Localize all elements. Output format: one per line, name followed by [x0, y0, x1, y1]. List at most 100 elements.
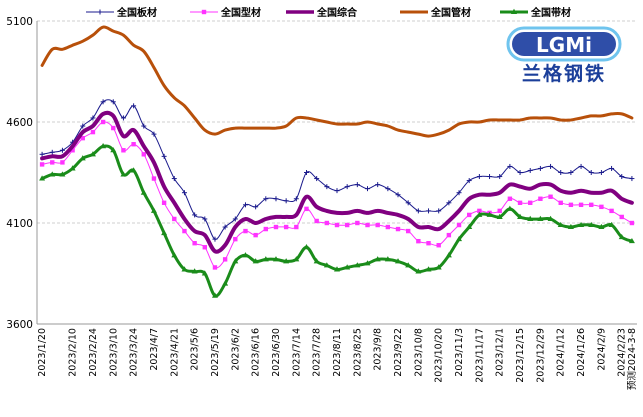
x-tick-label: 2023/6/2 [230, 328, 241, 371]
data-point [415, 208, 421, 214]
data-point [548, 163, 554, 169]
data-point [374, 256, 381, 262]
data-point [59, 171, 66, 177]
data-point [141, 152, 146, 157]
data-point [456, 222, 462, 228]
data-point [323, 262, 330, 268]
data-point [344, 222, 350, 228]
legend-marker [97, 9, 103, 15]
data-point [487, 174, 493, 180]
data-point [375, 182, 381, 188]
data-point [608, 221, 615, 228]
data-point [456, 235, 463, 242]
data-point [477, 208, 482, 214]
legend-item: 全国综合 [286, 6, 358, 19]
x-tick-label: 2023/7/28 [312, 328, 323, 377]
data-point [324, 220, 330, 226]
data-point [192, 241, 197, 246]
data-point [405, 262, 412, 268]
data-point [354, 182, 360, 188]
x-tick-label: 2023/3/10 [108, 328, 119, 377]
x-tick-label: 2023/9/22 [393, 328, 404, 377]
data-point [151, 176, 157, 181]
x-tick-label: 2023/1/20 [37, 328, 48, 377]
series-line [40, 110, 634, 254]
data-point [395, 226, 401, 232]
data-point [528, 200, 533, 205]
data-point [324, 184, 330, 190]
data-point [395, 192, 401, 198]
data-point [222, 280, 229, 286]
data-point [446, 232, 452, 238]
data-point [578, 163, 584, 169]
data-point [405, 228, 411, 234]
data-point [507, 196, 513, 201]
x-tick-label: 2023/4/21 [169, 328, 180, 377]
data-point [202, 216, 208, 222]
data-point [466, 178, 472, 184]
data-point [141, 123, 147, 129]
data-point [212, 236, 218, 242]
data-point [334, 266, 340, 272]
x-axis-ticks: 2023/1/20 2023/2/10 2023/2/24 2023/3/10 2023… [37, 328, 638, 390]
data-point [263, 226, 269, 232]
data-point [111, 125, 116, 131]
data-point [110, 99, 116, 105]
data-point [171, 176, 177, 182]
data-point [80, 135, 85, 141]
data-point [69, 165, 76, 171]
data-point [365, 222, 370, 228]
data-point [365, 186, 371, 192]
data-point [70, 148, 75, 153]
data-point [628, 237, 635, 244]
data-point [629, 220, 635, 226]
data-point [243, 228, 248, 234]
data-point [435, 264, 442, 270]
x-tick-label: 预测2024-3-8 [627, 328, 638, 390]
data-point [618, 233, 625, 240]
data-point [568, 202, 574, 208]
legend-label: 全国管材 [430, 6, 471, 19]
data-point [588, 170, 594, 175]
data-point [619, 214, 624, 220]
data-point [191, 268, 198, 274]
data-point [416, 238, 421, 244]
data-point [467, 212, 472, 218]
data-point [263, 196, 269, 202]
data-point [609, 208, 614, 214]
data-point [395, 258, 402, 264]
data-point [313, 258, 320, 264]
data-point [211, 292, 218, 298]
data-point [334, 222, 340, 228]
data-point [202, 245, 207, 250]
x-tick-label: 2024/2/9 [596, 328, 607, 371]
data-point [334, 188, 340, 194]
data-point [171, 252, 178, 258]
data-point [405, 200, 411, 206]
data-point [253, 204, 259, 210]
data-point [79, 155, 86, 161]
data-point [436, 208, 442, 214]
data-point [161, 200, 167, 205]
series-lines [39, 25, 635, 298]
data-point [303, 170, 309, 175]
data-point [232, 258, 239, 264]
data-point [537, 215, 544, 221]
series-0 [39, 99, 635, 242]
logo-bg [512, 32, 616, 56]
data-point [181, 190, 187, 196]
x-tick-label: 2023/10/20 [434, 328, 445, 383]
data-point [476, 174, 482, 180]
data-point [578, 202, 584, 208]
data-point [558, 170, 564, 175]
data-point [80, 123, 86, 129]
data-point [253, 232, 258, 238]
data-point [39, 175, 46, 181]
data-point [161, 229, 168, 236]
data-point [375, 222, 380, 228]
data-point [496, 213, 503, 219]
x-tick-label: 2023/8/25 [352, 328, 363, 377]
series-line [40, 25, 634, 138]
data-point [130, 167, 137, 173]
